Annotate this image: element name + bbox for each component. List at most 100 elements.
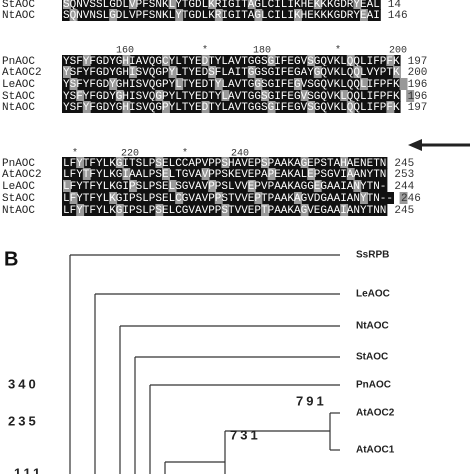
seq-name: LeAOC — [2, 181, 35, 193]
seq-name: PnAOC — [2, 158, 35, 170]
seq-shade-gray — [69, 9, 78, 21]
seq-shade-gray — [155, 90, 164, 102]
seq-shade-gray — [109, 192, 118, 204]
sequence: LFYTFYLKGIPSLPSELCGVAVPPSTVVEPTPAAKAGVEG… — [63, 205, 386, 217]
seq-shade-gray — [406, 90, 415, 102]
seq-shade-gray — [63, 180, 71, 192]
ruler-label: * — [182, 148, 188, 160]
seq-end: 253 — [394, 169, 414, 181]
seq-shade-gray — [267, 55, 276, 67]
seq-shade-gray — [129, 180, 137, 192]
bootstrap: 111 — [14, 465, 43, 474]
seq-shade-gray — [294, 78, 302, 90]
seq-shade-gray — [109, 9, 118, 21]
seq-shade-gray — [221, 204, 230, 216]
seq-shade-gray — [168, 0, 177, 10]
seq-shade — [62, 78, 401, 90]
seq-shade-gray — [346, 101, 355, 113]
seq-shade-gray — [247, 0, 256, 10]
seq-shade-gray — [399, 192, 408, 204]
sequence: YSFYFGDYGHISVQGPYLTYEDSFLAITGGSGIFEGAYGQ… — [63, 67, 400, 79]
seq-shade-gray — [353, 0, 362, 10]
seq-shade-gray — [386, 55, 395, 67]
seq-shade-gray — [69, 78, 78, 90]
seq-shade-gray — [115, 90, 124, 102]
leaf-label: StAOC — [356, 352, 388, 363]
leaf-label: PnAOC — [356, 380, 391, 391]
seq-shade — [62, 192, 394, 204]
seq-shade-gray — [313, 180, 322, 192]
seq-shade-gray — [208, 66, 217, 78]
seq-shade-gray — [162, 168, 170, 180]
seq-end: 200 — [408, 67, 428, 79]
seq-name: AtAOC2 — [2, 169, 42, 181]
sequence: LFYTFYLKGIAALPSELTGVAVPPSKEVEPAPEAKALEPS… — [63, 169, 386, 181]
seq-shade-gray — [76, 204, 85, 216]
seq-shade-gray — [175, 192, 184, 204]
seq-name: LeAOC — [2, 79, 35, 91]
seq-name: StAOC — [2, 0, 35, 11]
seq-shade-gray — [254, 192, 263, 204]
seq-shade-gray — [175, 9, 184, 21]
seq-shade-gray — [267, 168, 276, 180]
seq-shade-gray — [346, 168, 355, 180]
sequence: YSFYFGDYGHISVQGPYLTYEDTYLAVTGGSGIFEGVSGQ… — [63, 91, 400, 103]
seq-shade — [62, 55, 401, 67]
seq-end: 14 — [388, 0, 402, 11]
seq-shade — [62, 0, 381, 10]
seq-shade-gray — [261, 204, 269, 216]
seq-shade-gray — [82, 55, 91, 67]
seq-shade-gray — [63, 0, 71, 10]
leaf-label: LeAOC — [356, 289, 390, 300]
ruler-label: 160 — [116, 46, 134, 57]
seq-shade-gray — [201, 55, 210, 67]
seq-shade-gray — [201, 168, 210, 180]
leaf-label: AtAOC1 — [356, 445, 395, 456]
seq-end: 196 — [408, 91, 428, 103]
seq-shade-gray — [122, 101, 131, 113]
seq-shade-gray — [360, 78, 368, 90]
seq-shade-gray — [168, 66, 177, 78]
seq-shade-gray — [162, 55, 170, 67]
seq-shade-gray — [360, 9, 368, 21]
seq-shade-gray — [63, 66, 71, 78]
seq-shade-gray — [221, 90, 230, 102]
seq-shade-gray — [208, 0, 217, 10]
seq-shade-gray — [353, 180, 362, 192]
seq-shade-gray — [155, 157, 164, 169]
seq-shade-gray — [69, 192, 78, 204]
seq-end: 196 — [408, 79, 428, 91]
seq-shade-gray — [254, 78, 263, 90]
ruler-label: 240 — [231, 149, 249, 160]
seq-shade-gray — [254, 9, 263, 21]
seq-shade-gray — [214, 192, 223, 204]
seq-shade-gray — [201, 101, 210, 113]
seq-shade-gray — [294, 192, 302, 204]
seq-shade-gray — [155, 204, 164, 216]
seq-shade-gray — [122, 168, 131, 180]
ruler-label: 220 — [121, 149, 139, 160]
ruler-label: * — [72, 148, 78, 160]
bootstrap: 340 — [8, 376, 39, 391]
seq-end: 197 — [408, 56, 428, 68]
seq-shade-gray — [313, 66, 322, 78]
seq-shade-gray — [300, 90, 309, 102]
seq-shade-gray — [313, 0, 322, 10]
sequence: LFYTFYLKGITSLPSELCCAPVPPSHAVEPSPAAKAGEPS… — [63, 158, 386, 170]
seq-shade-gray — [82, 101, 91, 113]
sequence: SQNVSSLGDLVPFSNKLYTGDLKRIGITAGLCILIKHEKK… — [63, 0, 380, 11]
seq-shade-gray — [221, 157, 230, 169]
seq-shade-gray — [122, 55, 131, 67]
seq-shade-gray — [267, 101, 276, 113]
seq-shade-gray — [208, 180, 217, 192]
seq-end: 244 — [394, 181, 414, 193]
leaf-label: SsRPB — [356, 250, 389, 261]
seq-shade-gray — [393, 66, 401, 78]
seq-shade-gray — [129, 66, 137, 78]
sequence: YSFYFGDYGHISVQGPYLTYEDTYLAVTGGSGIFEGVSGQ… — [63, 102, 400, 114]
leaf-label: NtAOC — [356, 321, 389, 332]
seq-shade-gray — [340, 204, 349, 216]
seq-end: 246 — [401, 193, 421, 205]
